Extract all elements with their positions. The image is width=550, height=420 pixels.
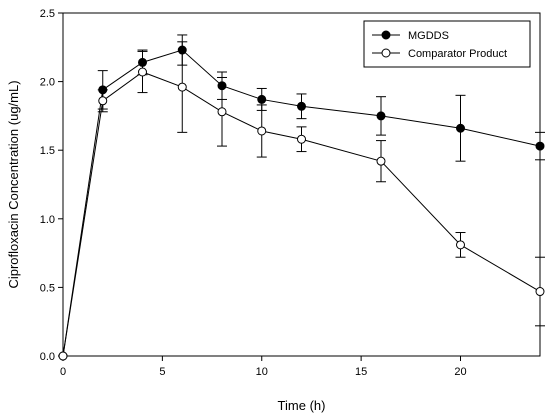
data-point-comparator xyxy=(535,287,545,297)
y-tick-label: 1.0 xyxy=(40,214,55,226)
data-point-comparator xyxy=(58,351,68,361)
x-tick-label: 10 xyxy=(256,366,268,378)
x-axis-title: Time (h) xyxy=(278,398,326,413)
data-point-comparator xyxy=(257,126,267,136)
y-tick-label: 2.0 xyxy=(40,77,55,89)
data-point-comparator xyxy=(456,240,465,250)
x-tick-label: 5 xyxy=(159,366,165,378)
legend-marker-comparator xyxy=(381,48,391,58)
y-tick-label: 2.5 xyxy=(40,8,55,20)
x-tick-label: 0 xyxy=(60,366,66,378)
plot-frame xyxy=(62,12,541,357)
legend-label-mgdds: MGDDS xyxy=(408,30,449,42)
x-tick-label: 15 xyxy=(355,366,367,378)
series-comparator xyxy=(58,41,545,361)
data-point-comparator xyxy=(177,82,187,92)
data-point-mgdds xyxy=(376,111,386,121)
y-axis-title: Ciprofloxacin Concentration (ug/mL) xyxy=(6,80,21,288)
data-point-mgdds xyxy=(257,94,267,104)
x-tick-label: 20 xyxy=(454,366,466,378)
y-tick-label: 1.5 xyxy=(40,145,55,157)
data-point-comparator xyxy=(98,96,108,106)
y-tick-label: 0.0 xyxy=(40,351,55,363)
series-mgdds xyxy=(58,34,545,361)
legend: MGDDS Comparator Product xyxy=(363,20,531,68)
legend-marker-mgdds xyxy=(381,30,391,40)
legend-box xyxy=(363,20,531,68)
data-point-comparator xyxy=(138,67,147,77)
data-point-mgdds xyxy=(297,101,306,111)
data-point-comparator xyxy=(297,134,306,144)
series-layer xyxy=(58,34,545,361)
legend-label-comparator: Comparator Product xyxy=(408,48,507,60)
data-point-comparator xyxy=(376,156,386,166)
data-point-mgdds xyxy=(456,123,465,133)
data-point-mgdds xyxy=(535,141,545,151)
series-line-mgdds xyxy=(62,49,541,357)
series-line-comparator xyxy=(62,71,541,357)
data-point-comparator xyxy=(217,107,227,117)
y-tick-label: 0.5 xyxy=(40,282,55,294)
